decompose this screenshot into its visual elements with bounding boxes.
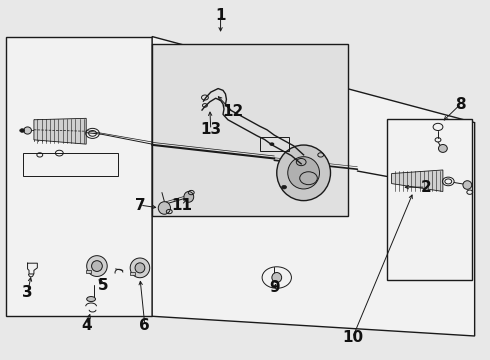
- Text: 8: 8: [455, 97, 466, 112]
- Ellipse shape: [272, 273, 282, 283]
- Text: 11: 11: [171, 198, 192, 213]
- Ellipse shape: [130, 258, 150, 278]
- Polygon shape: [86, 270, 91, 273]
- Ellipse shape: [92, 261, 102, 271]
- Ellipse shape: [24, 127, 31, 134]
- Text: 13: 13: [200, 122, 221, 137]
- Ellipse shape: [135, 263, 145, 273]
- Polygon shape: [152, 44, 347, 216]
- Circle shape: [282, 185, 287, 189]
- Polygon shape: [5, 37, 152, 316]
- Ellipse shape: [87, 256, 107, 276]
- Ellipse shape: [277, 145, 331, 201]
- Ellipse shape: [184, 192, 194, 202]
- Polygon shape: [34, 118, 86, 144]
- Text: 4: 4: [81, 318, 92, 333]
- Text: 12: 12: [222, 104, 244, 120]
- Circle shape: [270, 142, 274, 146]
- Polygon shape: [130, 272, 135, 275]
- Text: 3: 3: [22, 285, 33, 301]
- Text: 2: 2: [420, 180, 431, 195]
- Polygon shape: [152, 37, 475, 336]
- Polygon shape: [387, 119, 472, 280]
- Text: 9: 9: [269, 280, 280, 295]
- Text: 10: 10: [342, 330, 363, 345]
- Ellipse shape: [158, 202, 171, 214]
- Ellipse shape: [288, 157, 319, 189]
- Ellipse shape: [439, 144, 447, 152]
- Text: 1: 1: [215, 8, 226, 23]
- Text: 6: 6: [140, 318, 150, 333]
- Text: 5: 5: [98, 278, 109, 293]
- Polygon shape: [392, 170, 443, 192]
- Ellipse shape: [87, 297, 96, 302]
- Circle shape: [20, 129, 25, 132]
- Ellipse shape: [463, 181, 472, 189]
- Text: 7: 7: [135, 198, 145, 213]
